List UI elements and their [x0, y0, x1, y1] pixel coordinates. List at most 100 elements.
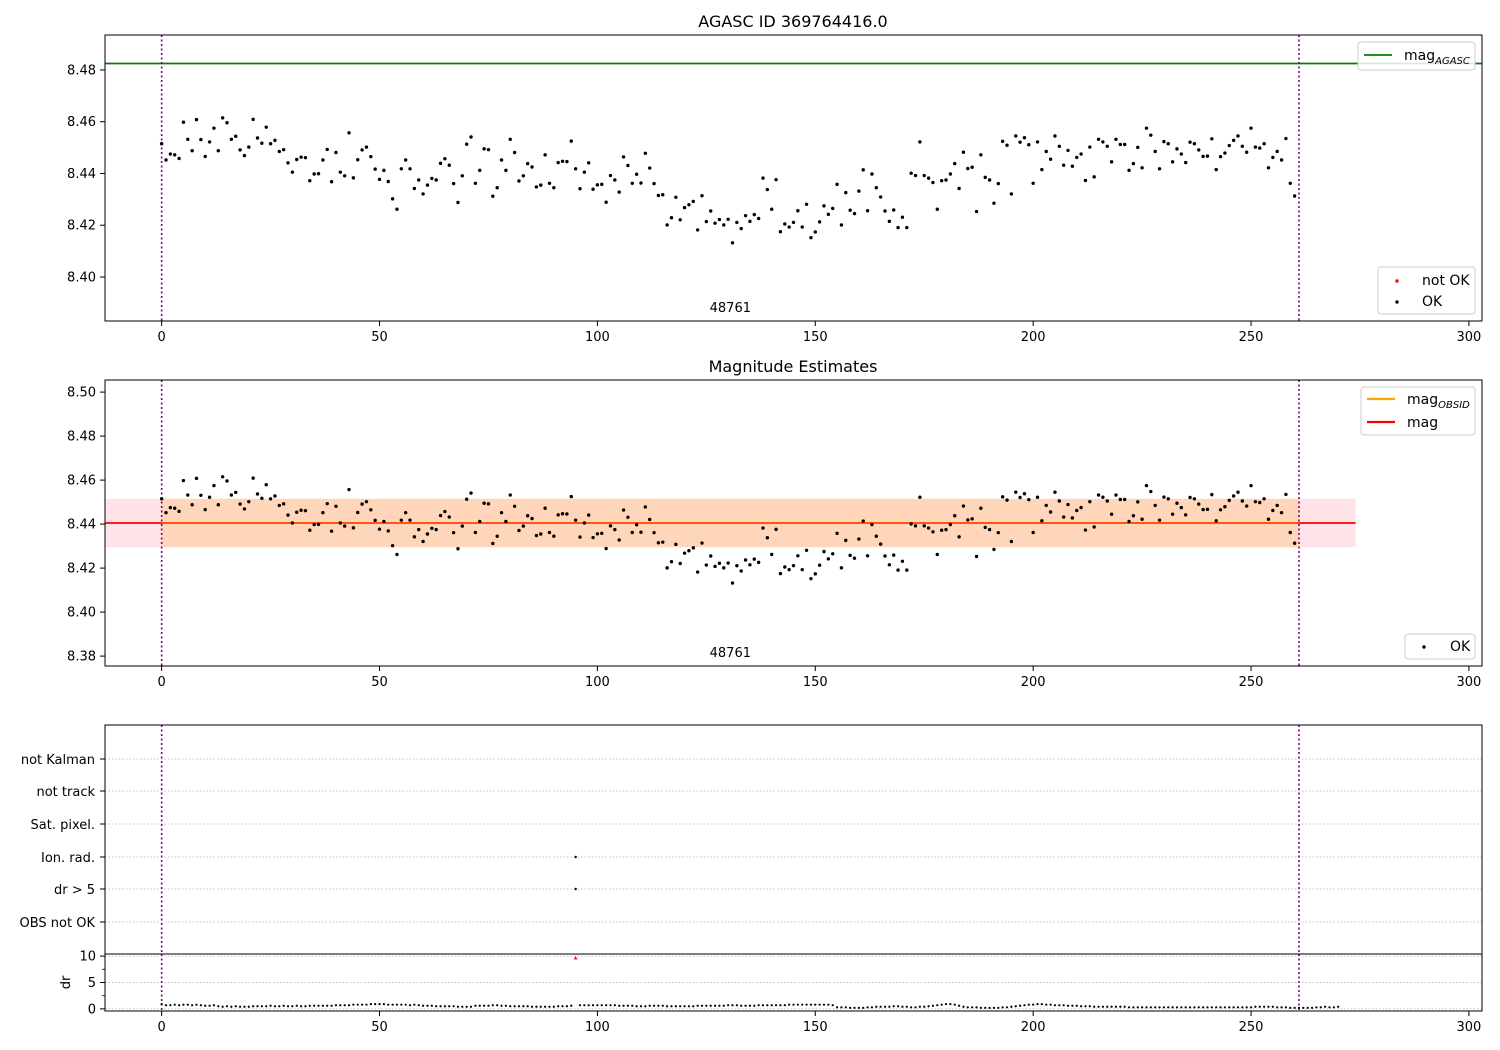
magnitude-point: [852, 211, 857, 216]
dr-point: [326, 1004, 329, 1007]
dr-point: [548, 1005, 551, 1008]
magnitude-point: [377, 527, 382, 531]
dr-point: [914, 1006, 917, 1009]
magnitude-point: [338, 521, 343, 525]
magnitude-point: [613, 527, 617, 532]
x-tick-label: 300: [1457, 330, 1482, 345]
magnitude-point: [1162, 495, 1166, 499]
legend-not-ok-label: not OK: [1422, 273, 1470, 289]
magnitude-point: [643, 505, 648, 509]
magnitude-point: [1197, 502, 1201, 506]
legend-agasc: magAGASC: [1357, 41, 1476, 71]
magnitude-point: [1127, 519, 1131, 524]
dr-point: [596, 1004, 599, 1007]
dr-point: [853, 1006, 856, 1009]
magnitude-point: [687, 203, 691, 207]
magnitude-point: [534, 533, 539, 538]
dr-point: [526, 1005, 529, 1008]
dr-point: [792, 1003, 795, 1006]
magnitude-point: [569, 494, 573, 499]
dr-point: [404, 1003, 407, 1006]
magnitude-point: [639, 181, 643, 185]
magnitude-point: [669, 560, 674, 564]
magnitude-point: [1140, 166, 1144, 170]
magnitude-point: [312, 522, 316, 527]
magnitude-point: [639, 530, 643, 534]
magnitude-point: [861, 168, 865, 172]
dr-point: [831, 1004, 834, 1007]
magnitude-point: [704, 219, 709, 224]
magnitude-point: [756, 560, 761, 565]
magnitude-point: [822, 549, 826, 554]
magnitude-point: [691, 199, 695, 204]
magnitude-point: [848, 208, 852, 212]
magnitude-point: [216, 503, 220, 507]
magnitude-point: [530, 516, 534, 521]
y-tick-label: 8.48: [67, 430, 96, 445]
dr-point: [1171, 1006, 1174, 1009]
magnitude-point: [451, 530, 456, 535]
magnitude-point: [878, 195, 883, 199]
magnitude-point: [220, 475, 225, 479]
magnitude-point: [765, 536, 770, 540]
magnitude-point: [626, 163, 630, 168]
magnitude-point: [591, 187, 595, 191]
magnitude-point: [1048, 510, 1053, 514]
dr-point: [278, 1005, 281, 1008]
magnitude-point: [434, 527, 438, 532]
dr-point: [613, 1004, 616, 1007]
magnitude-point: [905, 225, 909, 230]
magnitude-point: [678, 218, 682, 222]
magnitude-point: [987, 527, 992, 532]
dr-point: [788, 1003, 791, 1006]
magnitude-point: [1014, 134, 1018, 138]
magnitude-point: [953, 514, 957, 518]
magnitude-point: [1262, 142, 1266, 146]
dr-point: [761, 1004, 765, 1007]
dr-point: [748, 1004, 752, 1007]
dr-point: [474, 1004, 477, 1007]
dr-point: [1106, 1005, 1109, 1008]
magnitude-point: [996, 530, 1001, 535]
dr-point: [1145, 1006, 1148, 1009]
dr-point: [439, 1005, 442, 1008]
magnitude-point: [1027, 143, 1031, 147]
dr-point: [753, 1004, 756, 1007]
magnitude-point: [970, 165, 974, 169]
dr-point: [1293, 1006, 1296, 1009]
magnitude-point: [857, 537, 861, 541]
dr-point: [1175, 1006, 1179, 1009]
magnitude-point: [539, 532, 543, 536]
dr-point: [992, 1006, 996, 1009]
magnitude-point: [517, 179, 521, 183]
magnitude-point: [286, 513, 290, 517]
dr-point: [561, 1005, 564, 1008]
magnitude-point: [338, 170, 343, 174]
magnitude-point: [813, 572, 817, 576]
magnitude-point: [547, 530, 552, 535]
obsid-label: 48761: [710, 646, 751, 661]
dr-point: [169, 1004, 172, 1007]
magnitude-point: [1075, 508, 1079, 513]
magnitude-point: [207, 140, 212, 144]
magnitude-point: [970, 517, 974, 521]
magnitude-point: [1214, 519, 1218, 523]
magnitude-point: [521, 174, 526, 178]
magnitude-point: [207, 495, 212, 499]
magnitude-point: [1083, 528, 1088, 532]
magnitude-point: [783, 565, 787, 569]
y-tick-label: 8.48: [67, 63, 96, 78]
magnitude-point: [892, 553, 896, 557]
magnitude-point: [874, 186, 878, 190]
magnitude-point: [478, 168, 482, 173]
y-tick-label: 0: [88, 1002, 96, 1017]
magnitude-point: [870, 522, 874, 527]
dr-point: [731, 1004, 734, 1007]
magnitude-point: [173, 506, 177, 510]
magnitude-point: [761, 176, 765, 180]
magnitude-point: [325, 147, 329, 152]
magnitude-point: [303, 155, 308, 160]
magnitude-point: [565, 159, 569, 164]
magnitude-point: [238, 502, 242, 506]
magnitude-point: [1166, 142, 1170, 146]
